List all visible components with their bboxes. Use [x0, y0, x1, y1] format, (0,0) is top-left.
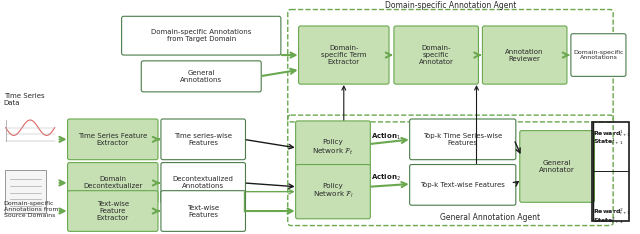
- Text: Domain
Decontextualizer: Domain Decontextualizer: [83, 176, 143, 190]
- FancyBboxPatch shape: [68, 163, 158, 203]
- FancyBboxPatch shape: [161, 163, 246, 203]
- FancyBboxPatch shape: [68, 191, 158, 231]
- Text: Domain-
specific Term
Extractor: Domain- specific Term Extractor: [321, 45, 367, 65]
- FancyBboxPatch shape: [571, 34, 626, 76]
- Text: Policy
Network $\mathcal{F}_t$: Policy Network $\mathcal{F}_t$: [312, 139, 354, 157]
- Text: Text-wise
Feature
Extractor: Text-wise Feature Extractor: [97, 201, 129, 221]
- FancyBboxPatch shape: [141, 61, 261, 92]
- FancyBboxPatch shape: [410, 119, 516, 160]
- FancyBboxPatch shape: [161, 119, 246, 160]
- Text: Domain-
specific
Annotator: Domain- specific Annotator: [419, 45, 454, 65]
- FancyBboxPatch shape: [394, 26, 479, 84]
- Text: Time Series Feature
Extractor: Time Series Feature Extractor: [78, 133, 147, 146]
- FancyBboxPatch shape: [296, 165, 371, 219]
- FancyBboxPatch shape: [4, 170, 46, 213]
- Text: Action$_1$: Action$_1$: [371, 131, 401, 142]
- FancyBboxPatch shape: [122, 16, 281, 55]
- FancyBboxPatch shape: [161, 191, 246, 231]
- Text: State$^1_{t+1}$: State$^1_{t+1}$: [593, 136, 624, 147]
- Text: Time Series
Data: Time Series Data: [4, 93, 44, 106]
- Text: Reward$^2_{t+1}$: Reward$^2_{t+1}$: [593, 206, 632, 217]
- FancyBboxPatch shape: [296, 121, 371, 175]
- Text: Domain-specific Annotation Agent: Domain-specific Annotation Agent: [385, 1, 516, 11]
- Text: General
Annotator: General Annotator: [539, 160, 575, 173]
- Text: Top-k Text-wise Features: Top-k Text-wise Features: [420, 182, 505, 188]
- Text: General
Annotations: General Annotations: [180, 70, 222, 83]
- Text: Text-wise
Features: Text-wise Features: [187, 205, 220, 218]
- Text: General Annotation Agent: General Annotation Agent: [440, 213, 540, 222]
- FancyBboxPatch shape: [483, 26, 567, 84]
- FancyBboxPatch shape: [68, 119, 158, 160]
- FancyBboxPatch shape: [520, 131, 595, 202]
- Text: Top-k Time Series-wise
Features: Top-k Time Series-wise Features: [423, 133, 502, 146]
- Text: State$^2_{t+1}$: State$^2_{t+1}$: [593, 215, 624, 226]
- Text: Reward$^1_{t+1}$: Reward$^1_{t+1}$: [593, 128, 632, 139]
- Text: Annotation
Reviewer: Annotation Reviewer: [506, 48, 544, 62]
- Text: Decontextualized
Annotations: Decontextualized Annotations: [173, 176, 234, 190]
- FancyBboxPatch shape: [299, 26, 389, 84]
- Text: Time series-wise
Features: Time series-wise Features: [174, 133, 232, 146]
- Text: Policy
Network $\mathcal{F}_l$: Policy Network $\mathcal{F}_l$: [312, 183, 353, 201]
- Text: Domain-specific
Annotations: Domain-specific Annotations: [573, 50, 623, 60]
- Text: Domain-specific Annotations
from Target Domain: Domain-specific Annotations from Target …: [151, 29, 252, 42]
- Text: Domain-specific
Annotations from
Source Domains: Domain-specific Annotations from Source …: [4, 201, 58, 218]
- FancyBboxPatch shape: [410, 165, 516, 205]
- Text: Action$_2$: Action$_2$: [371, 173, 401, 183]
